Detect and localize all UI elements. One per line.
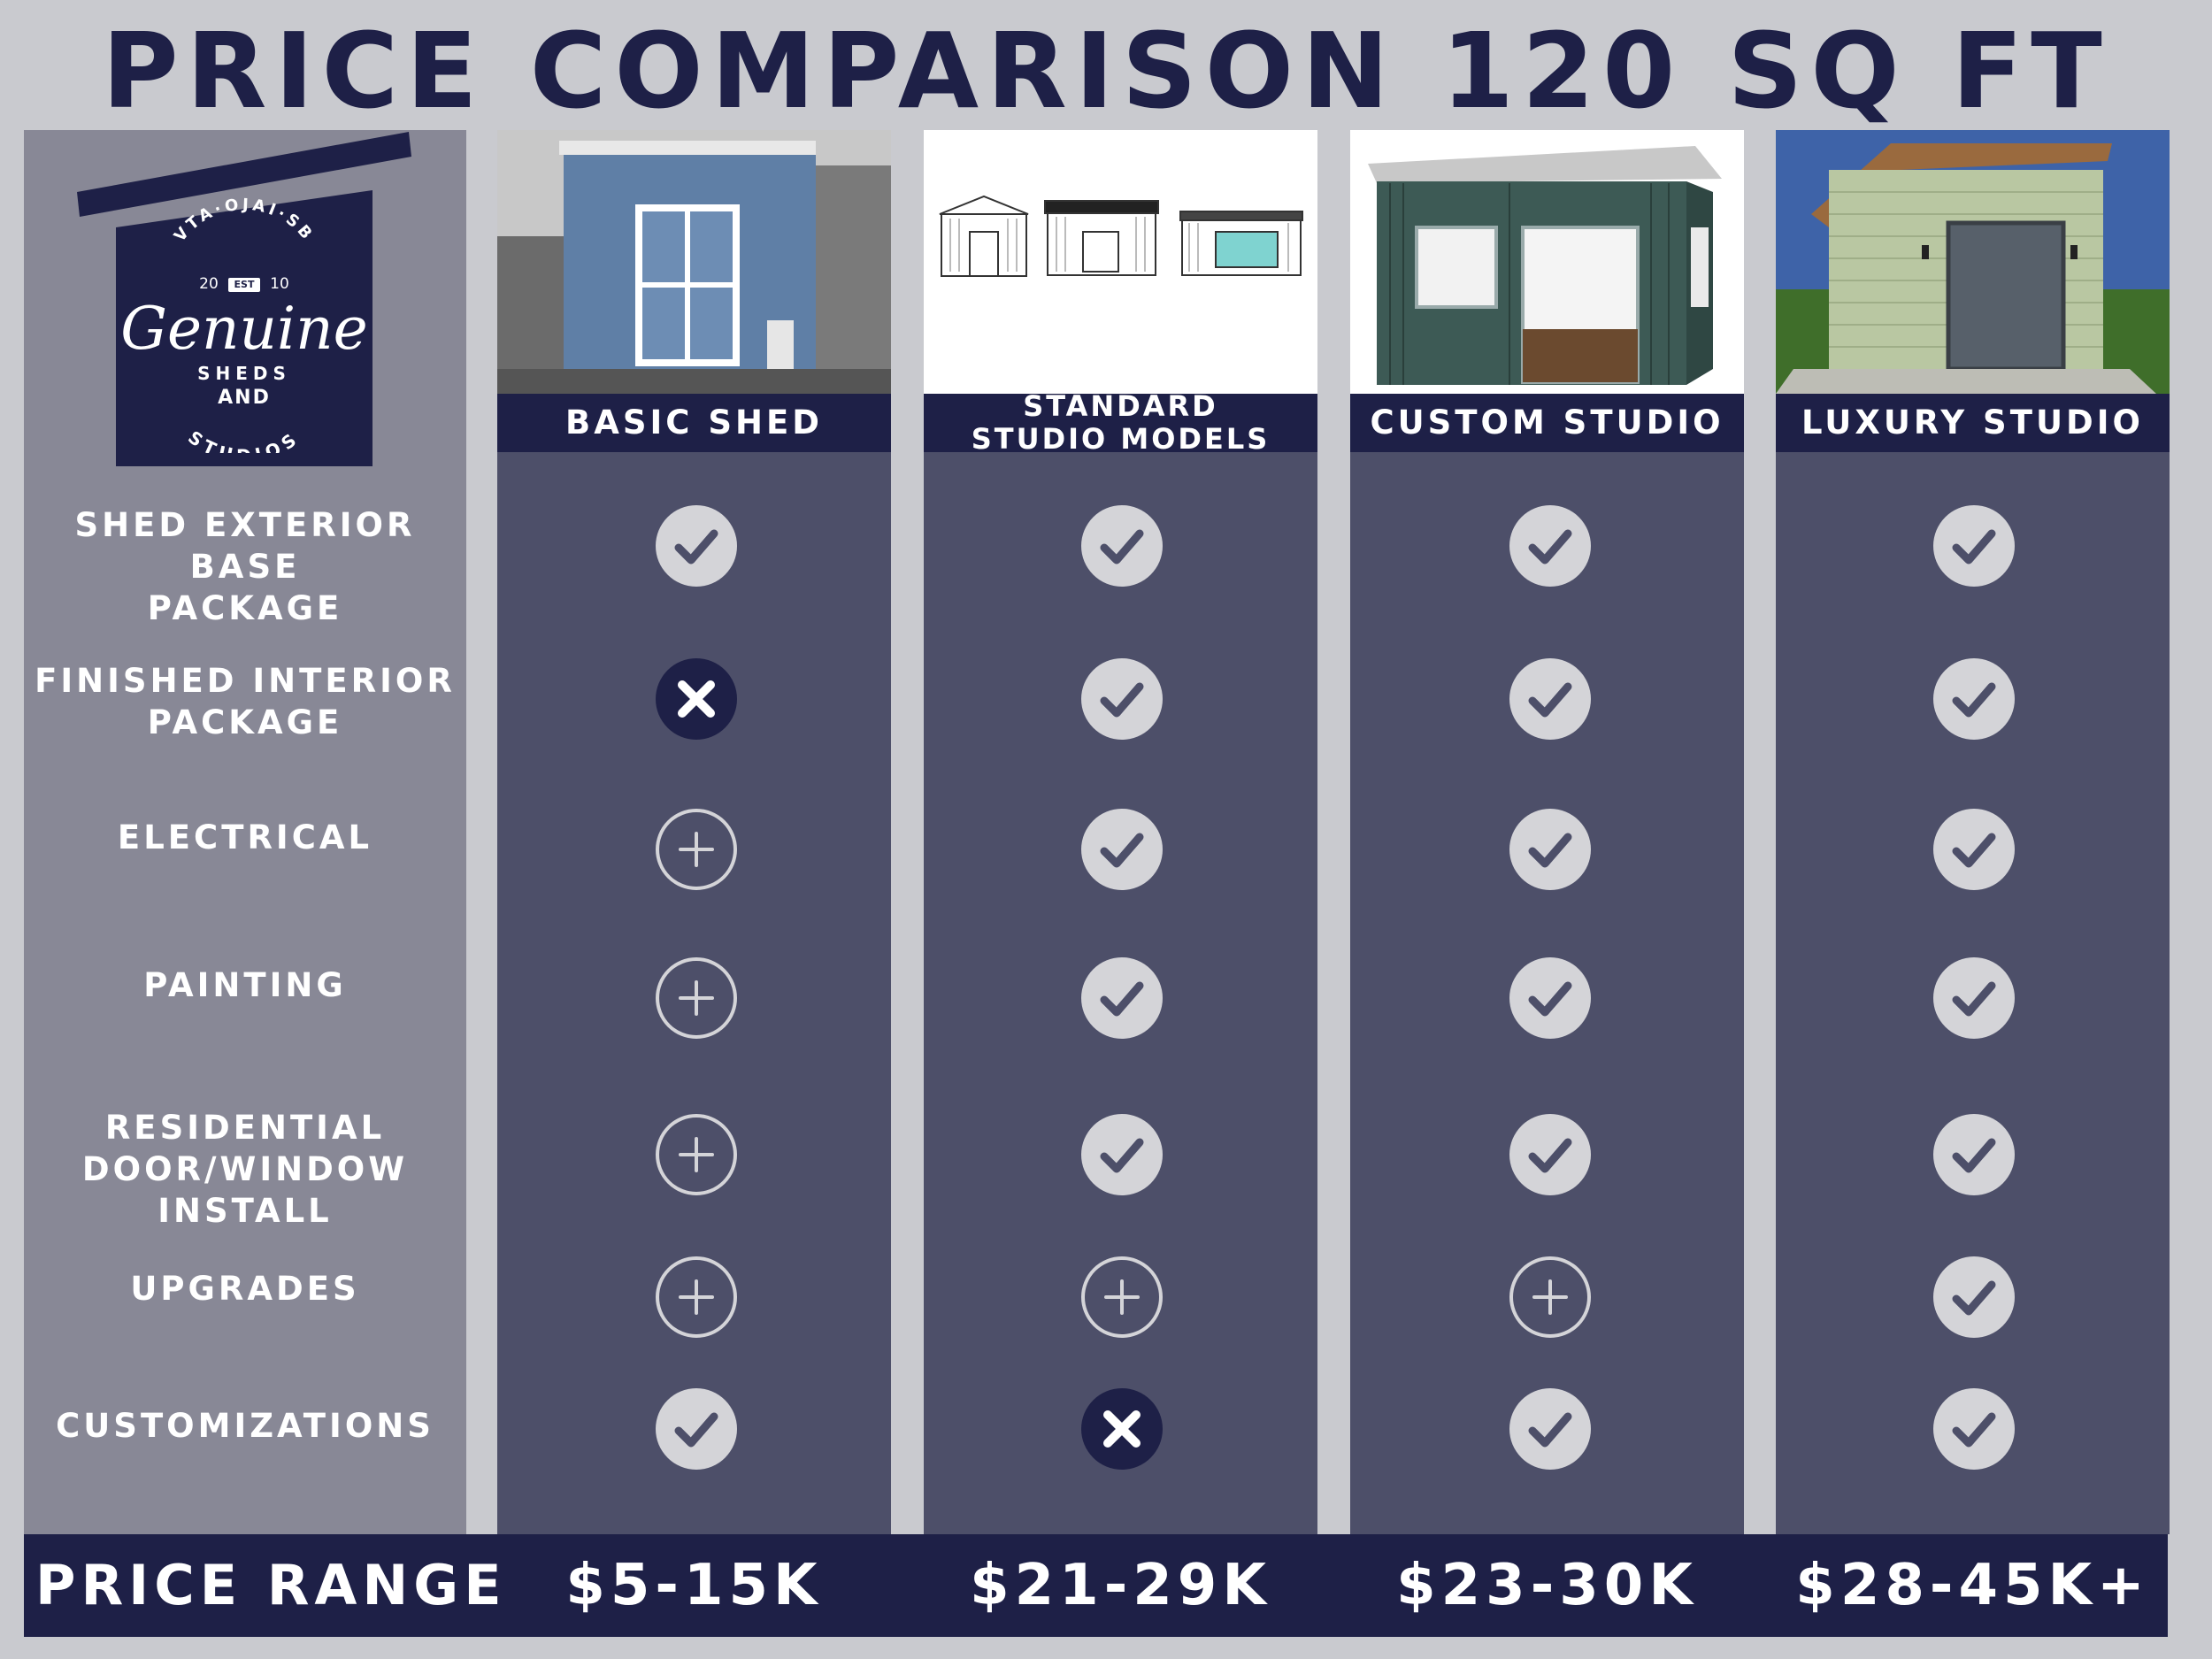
luxury-studio-render [1776, 130, 2170, 394]
column-header-line: STANDARD [1023, 389, 1218, 423]
svg-text:STUDIOS: STUDIOS [184, 426, 304, 453]
logo-year-right: 10 [270, 275, 289, 293]
svg-text:VTA·OJAI·SB: VTA·OJAI·SB [171, 196, 318, 246]
column-header-luxury-studio: LUXURY STUDIO [1776, 394, 2170, 452]
page-title: PRICE COMPARISON 120 SQ FT [102, 10, 2110, 132]
row-label-line: INSTALL [157, 1192, 333, 1230]
check-circle-icon [654, 1386, 739, 1471]
check-circle-icon [1932, 1255, 2016, 1340]
plus-circle-icon [654, 956, 739, 1041]
check-circle-icon [1932, 657, 2016, 741]
column-header-custom-studio: CUSTOM STUDIO [1350, 394, 1744, 452]
row-label-door-window: RESIDENTIAL DOOR/WINDOW INSTALL [24, 1107, 466, 1232]
row-label-line: PACKAGE [147, 589, 343, 627]
row-label-line: SHED EXTERIOR BASE [74, 506, 416, 586]
company-logo [24, 130, 466, 493]
check-circle-icon [1508, 1386, 1593, 1471]
x-circle-icon [1079, 1386, 1164, 1471]
price-basic-shed: $5-15K [565, 1553, 823, 1618]
plus-circle-icon [1079, 1255, 1164, 1340]
row-label-line: PACKAGE [147, 703, 343, 741]
check-circle-icon [1932, 807, 2016, 892]
column-custom-studio: CUSTOM STUDIO [1350, 130, 1744, 1534]
price-range-label: PRICE RANGE [35, 1553, 507, 1617]
logo-top-arc: VTA·OJAI·SB [171, 196, 314, 246]
price-standard-studio: $21-29K [970, 1553, 1271, 1618]
plus-circle-icon [654, 1255, 739, 1340]
logo-est: EST [234, 279, 255, 290]
check-circle-icon [1508, 956, 1593, 1041]
logo-brand: Genuine [120, 295, 368, 363]
check-circle-icon [1079, 807, 1164, 892]
column-header-line: STUDIO MODELS [971, 422, 1271, 456]
check-circle-icon [1932, 503, 2016, 588]
check-circle-icon [1079, 956, 1164, 1041]
price-custom-studio: $23-30K [1396, 1553, 1698, 1618]
price-range-bar [24, 1534, 2168, 1637]
x-circle-icon [654, 657, 739, 741]
column-basic-shed: BASIC SHED [497, 130, 891, 1534]
logo-line1: SHEDS [197, 363, 291, 384]
row-label-exterior: SHED EXTERIOR BASE PACKAGE [24, 504, 466, 629]
check-circle-icon [1079, 1112, 1164, 1197]
row-label-line: ELECTRICAL [117, 818, 373, 856]
check-circle-icon [1508, 807, 1593, 892]
row-label-line: FINISHED INTERIOR [35, 662, 456, 700]
row-label-line: PAINTING [143, 966, 347, 1004]
basic-shed-photo [497, 130, 891, 394]
logo-badge: VTA·OJAI·SB STUDIOS 20 EST 10 Genuine SH… [116, 188, 373, 453]
row-label-electrical: ELECTRICAL [24, 817, 466, 858]
check-circle-icon [654, 503, 739, 588]
row-label-upgrades: UPGRADES [24, 1268, 466, 1310]
check-circle-icon [1079, 657, 1164, 741]
check-circle-icon [1932, 956, 2016, 1041]
check-circle-icon [1932, 1386, 2016, 1471]
standard-studio-drawings [924, 130, 1317, 394]
plus-circle-icon [654, 1112, 739, 1197]
logo-bottom-arc: STUDIOS [184, 426, 299, 453]
check-circle-icon [1508, 1112, 1593, 1197]
row-label-customizations: CUSTOMIZATIONS [24, 1405, 466, 1447]
logo-year-left: 20 [199, 275, 219, 293]
row-label-painting: PAINTING [24, 964, 466, 1006]
check-circle-icon [1508, 503, 1593, 588]
price-luxury-studio: $28-45K+ [1795, 1553, 2150, 1618]
plus-circle-icon [654, 807, 739, 892]
custom-studio-render [1350, 130, 1744, 394]
column-header-standard-studio: STANDARD STUDIO MODELS [924, 390, 1317, 456]
check-circle-icon [1079, 503, 1164, 588]
check-circle-icon [1508, 657, 1593, 741]
check-circle-icon [1932, 1112, 2016, 1197]
plus-circle-icon [1508, 1255, 1593, 1340]
column-header-basic-shed: BASIC SHED [497, 394, 891, 452]
row-label-line: UPGRADES [130, 1270, 360, 1308]
row-label-line: DOOR/WINDOW [81, 1150, 409, 1188]
row-label-line: RESIDENTIAL [104, 1109, 386, 1147]
row-label-interior: FINISHED INTERIOR PACKAGE [24, 660, 466, 743]
row-label-line: CUSTOMIZATIONS [56, 1407, 434, 1445]
logo-line2: AND [218, 387, 271, 409]
